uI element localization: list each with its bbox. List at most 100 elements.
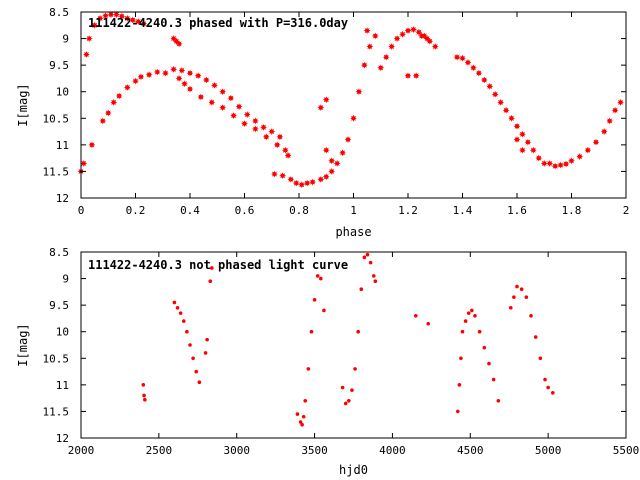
data-point xyxy=(606,117,614,125)
data-point xyxy=(268,128,276,135)
y-tick-label: 8.5 xyxy=(49,246,69,259)
data-point xyxy=(303,179,311,187)
data-point xyxy=(356,329,360,334)
data-point xyxy=(543,377,547,382)
x-tick-label: 1.6 xyxy=(507,204,527,217)
data-point xyxy=(475,69,483,77)
data-point xyxy=(457,383,462,387)
data-point xyxy=(142,393,146,398)
data-point xyxy=(219,88,227,96)
data-point xyxy=(524,138,532,146)
data-point xyxy=(172,300,177,305)
data-point xyxy=(178,311,183,315)
data-point xyxy=(132,77,139,85)
data-point xyxy=(140,20,148,28)
data-point xyxy=(350,388,354,392)
data-point xyxy=(365,252,370,257)
data-point xyxy=(202,76,210,84)
data-point xyxy=(295,412,300,416)
data-point xyxy=(508,306,513,310)
data-point xyxy=(477,329,482,334)
data-point xyxy=(104,109,112,117)
data-point xyxy=(175,40,183,48)
unphased-chart-title: 111422-4240.3 not phased light curve xyxy=(88,258,348,272)
data-point xyxy=(312,298,317,302)
data-point xyxy=(210,266,214,270)
data-point xyxy=(298,420,303,424)
data-point xyxy=(388,43,396,50)
data-point xyxy=(473,313,477,318)
y-tick-label: 11.5 xyxy=(43,165,70,178)
x-tick-label: 2500 xyxy=(146,444,173,457)
data-point xyxy=(181,80,188,88)
x-tick-label: 0.2 xyxy=(126,204,146,217)
data-point xyxy=(134,18,142,25)
data-point xyxy=(347,399,351,403)
data-point xyxy=(359,287,364,292)
data-point xyxy=(197,380,202,385)
data-point xyxy=(600,128,608,135)
x-tick-label: 2 xyxy=(623,204,630,217)
data-point xyxy=(459,54,466,62)
data-point xyxy=(322,308,326,313)
data-point xyxy=(279,172,287,180)
data-point xyxy=(252,117,259,125)
data-point xyxy=(80,160,88,167)
unphased-plot-frame xyxy=(80,251,627,439)
data-point xyxy=(262,133,270,141)
data-point xyxy=(83,51,90,58)
data-point xyxy=(107,11,115,19)
data-point xyxy=(185,329,189,334)
data-point xyxy=(546,385,550,390)
data-point xyxy=(524,295,529,299)
y-tick-label: 9.5 xyxy=(49,299,69,312)
data-point xyxy=(191,356,195,361)
data-point xyxy=(102,12,109,20)
data-point xyxy=(343,401,348,406)
phased-light-curve-panel: 0 0.2 0.4 0.6 0.8 1 1.2 1.4 1.6 1.8 2 8.5 9 9.5 10 10.5… xyxy=(16,6,629,239)
x-tick-label: 1.4 xyxy=(453,204,473,217)
x-tick-label: 0.4 xyxy=(180,204,200,217)
data-point xyxy=(464,59,472,66)
data-point xyxy=(592,138,600,146)
data-point xyxy=(453,53,461,61)
data-point xyxy=(145,71,153,79)
y-tick-label: 11 xyxy=(56,379,69,392)
data-point xyxy=(502,106,510,114)
data-point xyxy=(170,65,178,73)
data-point xyxy=(328,157,336,165)
data-point xyxy=(317,176,325,183)
data-point xyxy=(197,93,205,101)
data-point xyxy=(113,11,120,19)
data-point xyxy=(470,308,474,313)
data-point xyxy=(382,53,390,61)
data-point xyxy=(540,160,548,167)
data-point xyxy=(178,67,186,74)
data-point xyxy=(287,176,295,183)
data-point xyxy=(529,146,537,154)
data-point xyxy=(466,311,471,315)
data-point xyxy=(317,104,325,112)
data-point xyxy=(576,153,584,160)
data-point xyxy=(368,260,373,265)
data-point xyxy=(562,160,570,168)
data-point xyxy=(551,391,555,395)
data-point xyxy=(339,149,346,157)
data-point xyxy=(584,146,592,154)
data-point xyxy=(515,284,519,289)
data-point xyxy=(319,276,323,281)
y-tick-label: 11.5 xyxy=(43,405,70,418)
data-point xyxy=(115,92,123,100)
data-point xyxy=(306,367,311,371)
data-point xyxy=(322,173,330,181)
data-point xyxy=(463,319,468,323)
unphased-light-curve-panel: 2000 2500 3000 3500 4000 4500 5000 5500 8.5 9 9.5 1… xyxy=(16,246,639,477)
data-point xyxy=(260,123,267,131)
data-point xyxy=(611,106,619,114)
data-point xyxy=(470,64,477,72)
data-point xyxy=(340,385,345,390)
data-point xyxy=(519,130,526,138)
data-point xyxy=(153,68,161,76)
data-point xyxy=(491,90,499,98)
